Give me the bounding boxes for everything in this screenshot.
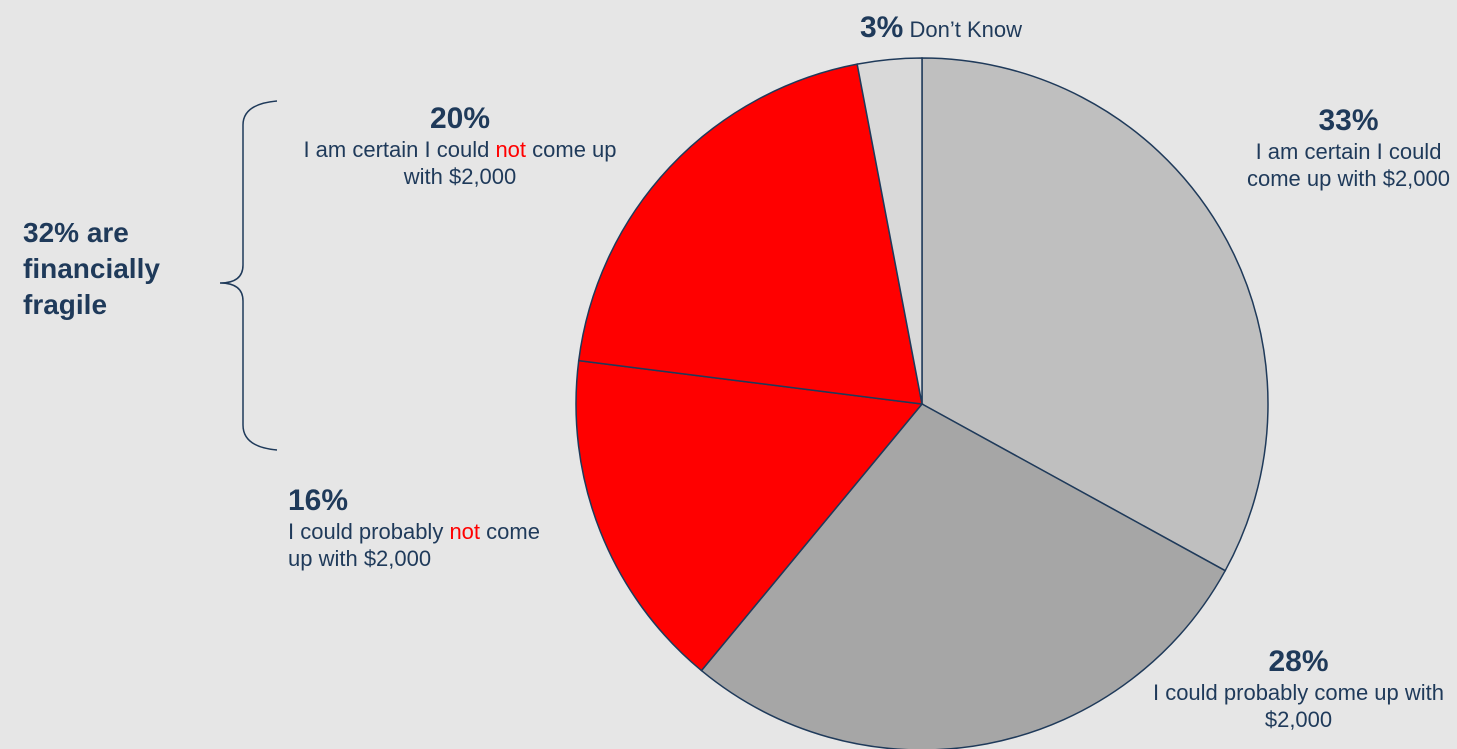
slice-label-certain-not: 20% I am certain I could not come up wit… [290,102,630,190]
slice-value-dont-know: 3% [860,11,904,44]
slice-text-certain-not-post: come up with $2,000 [403,137,617,189]
slice-text-certain-not-emph: not [495,137,527,162]
slice-text-probably-not-emph: not [449,519,481,544]
pie-slice-probably-could [700,403,1227,749]
slice-value-probably-could: 28% [1268,645,1329,678]
slice-value-certain-could: 33% [1318,104,1379,137]
group-brace [219,100,278,451]
slice-text-probably-not-post: come up with $2,000 [288,519,540,571]
slice-label-probably-not: 16% I could probably not come up with $2… [288,484,548,572]
pie-slice-probably-not [575,359,924,672]
slice-label-certain-could: 33% I am certain I could come up with $2… [1240,104,1457,192]
slice-label-probably-could: 28% I could probably come up with $2,000 [1140,645,1457,733]
pie-slice-certain-could [921,57,1269,572]
slice-text-dont-know: Don’t Know [909,17,1022,42]
slice-value-certain-not: 20% [429,102,491,135]
pie-slice-dont-know [856,57,923,405]
slice-value-probably-not: 16% [288,484,349,517]
pie-slice-certain-not [577,63,923,405]
slice-text-probably-not-pre: I could probably [288,519,450,544]
slice-text-certain-not-pre: I am certain I could [303,137,496,162]
slice-label-dont-know: 3% Don’t Know [860,11,1022,44]
slice-text-probably-could: I could probably come up with $2,000 [1152,680,1445,732]
slice-text-certain-could: I am certain I could come up with $2,000 [1246,139,1451,191]
fragile-group-annotation: 32% are financially fragile [23,217,160,320]
